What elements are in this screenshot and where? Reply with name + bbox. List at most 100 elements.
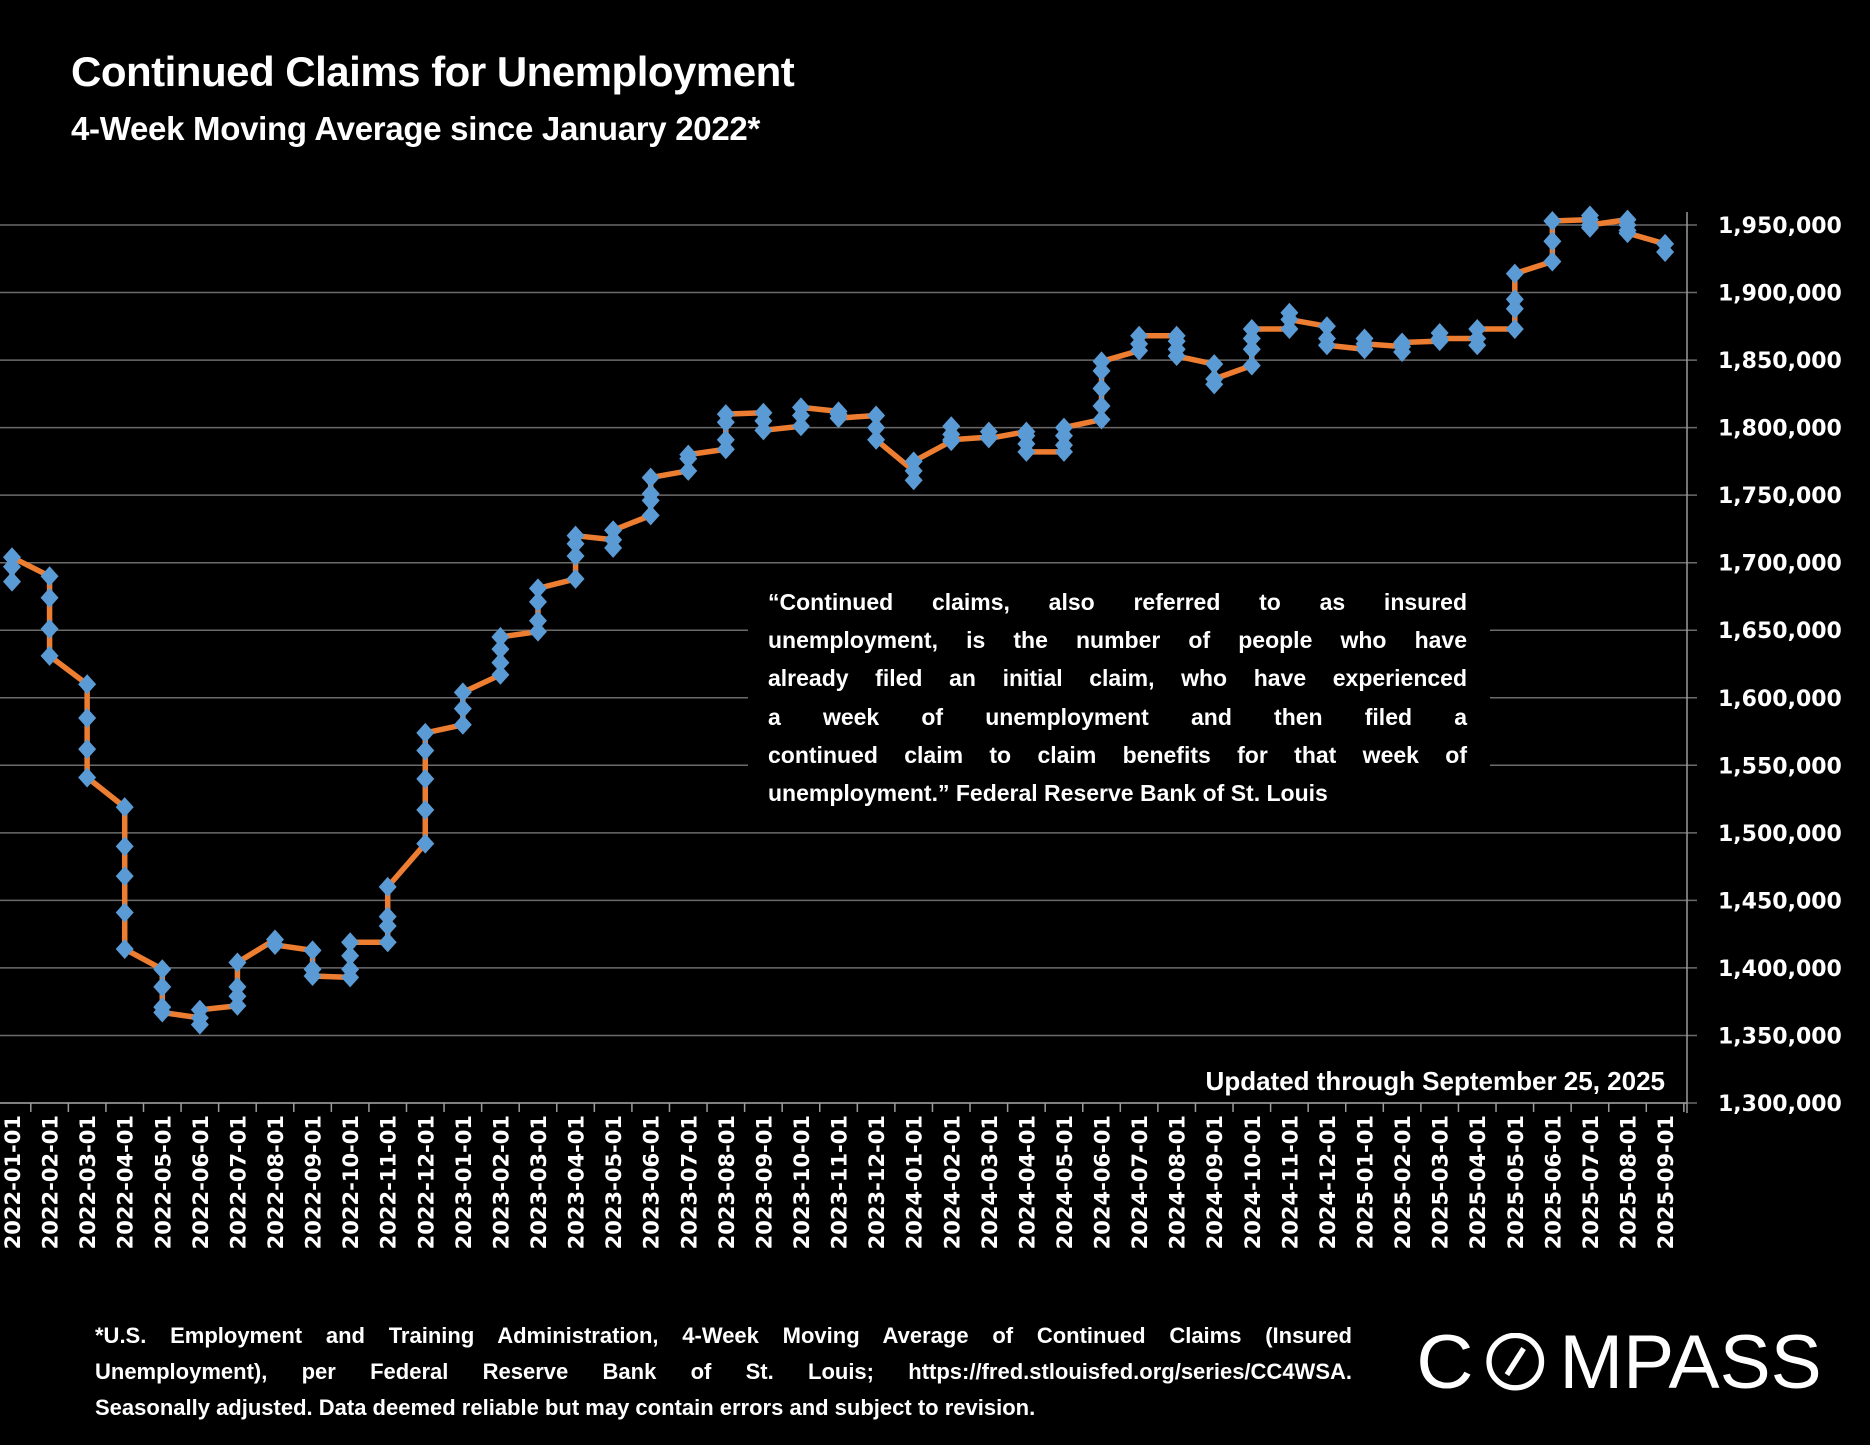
data-point-marker bbox=[1167, 346, 1186, 367]
data-point-marker bbox=[1317, 335, 1336, 356]
data-point-marker bbox=[341, 932, 360, 953]
x-tick-label: 2022-09-01 bbox=[302, 1115, 326, 1249]
data-point-marker bbox=[78, 739, 97, 760]
data-point-marker bbox=[566, 545, 585, 566]
data-point-marker bbox=[453, 698, 472, 719]
data-point-marker bbox=[1280, 309, 1299, 330]
data-point-marker bbox=[829, 408, 848, 429]
data-point-marker bbox=[115, 836, 134, 857]
data-point-marker bbox=[1130, 325, 1149, 346]
data-point-marker bbox=[904, 470, 923, 491]
data-point-marker bbox=[416, 740, 435, 761]
y-tick-label: 1,800,000 bbox=[1718, 417, 1842, 442]
data-point-marker bbox=[1430, 328, 1449, 349]
data-point-marker bbox=[604, 537, 623, 558]
x-tick-label: 2024-06-01 bbox=[1091, 1115, 1115, 1249]
svg-text:C: C bbox=[1416, 1333, 1473, 1395]
y-tick-label: 1,700,000 bbox=[1718, 552, 1842, 577]
data-point-marker bbox=[1505, 263, 1524, 284]
data-point-marker bbox=[942, 429, 961, 450]
definition-quote: “Continued claims, also referred to as i… bbox=[768, 583, 1467, 812]
chart-subtitle: 4-Week Moving Average since January 2022… bbox=[71, 110, 760, 147]
x-tick-label: 2025-09-01 bbox=[1654, 1115, 1678, 1249]
data-point-marker bbox=[453, 714, 472, 735]
x-tick-label: 2023-09-01 bbox=[752, 1115, 776, 1249]
data-point-marker bbox=[341, 945, 360, 966]
quote-line: a week of unemployment and then filed a bbox=[768, 703, 1467, 730]
x-tick-label: 2025-04-01 bbox=[1466, 1115, 1490, 1249]
data-point-marker bbox=[491, 664, 510, 685]
data-point-marker bbox=[115, 797, 134, 818]
data-point-marker bbox=[1092, 409, 1111, 430]
data-point-marker bbox=[228, 976, 247, 997]
x-tick-label: 2024-03-01 bbox=[978, 1115, 1002, 1249]
data-point-marker bbox=[78, 708, 97, 729]
y-tick-label: 1,950,000 bbox=[1718, 214, 1842, 239]
data-point-marker bbox=[528, 610, 547, 631]
x-tick-label: 2024-08-01 bbox=[1166, 1115, 1190, 1249]
footnote-line: Unemployment), per Federal Reserve Bank … bbox=[95, 1359, 1352, 1384]
x-tick-label: 2024-01-01 bbox=[903, 1115, 927, 1249]
data-point-marker bbox=[1242, 355, 1261, 376]
y-tick-label: 1,900,000 bbox=[1718, 282, 1842, 307]
data-point-marker bbox=[528, 591, 547, 612]
quote-line: unemployment.” Federal Reserve Bank of S… bbox=[768, 780, 1328, 807]
x-tick-label: 2025-07-01 bbox=[1579, 1115, 1603, 1249]
data-point-marker bbox=[228, 952, 247, 973]
data-point-marker bbox=[1543, 231, 1562, 252]
data-point-marker bbox=[491, 639, 510, 660]
x-tick-label: 2022-10-01 bbox=[339, 1115, 363, 1249]
x-tick-label: 2024-07-01 bbox=[1128, 1115, 1152, 1249]
data-point-marker bbox=[378, 876, 397, 897]
data-point-marker bbox=[416, 833, 435, 854]
x-tick-label: 2022-11-01 bbox=[377, 1115, 401, 1249]
x-tick-label: 2023-04-01 bbox=[565, 1115, 589, 1249]
x-tick-label: 2022-02-01 bbox=[39, 1115, 63, 1249]
y-tick-label: 1,600,000 bbox=[1718, 687, 1842, 712]
y-tick-label: 1,400,000 bbox=[1718, 957, 1842, 982]
x-tick-label: 2024-09-01 bbox=[1203, 1115, 1227, 1249]
x-tick-label: 2023-11-01 bbox=[828, 1115, 852, 1249]
data-point-marker bbox=[1580, 215, 1599, 235]
x-tick-label: 2024-05-01 bbox=[1053, 1115, 1077, 1249]
data-point-marker bbox=[416, 722, 435, 743]
x-tick-label: 2025-02-01 bbox=[1391, 1115, 1415, 1249]
y-tick-label: 1,300,000 bbox=[1718, 1092, 1842, 1117]
data-point-marker bbox=[341, 959, 360, 980]
data-point-marker bbox=[641, 505, 660, 526]
x-tick-label: 2024-11-01 bbox=[1278, 1115, 1302, 1249]
y-tick-label: 1,350,000 bbox=[1718, 1024, 1842, 1049]
svg-text:MPASS: MPASS bbox=[1559, 1333, 1821, 1395]
data-point-marker bbox=[40, 566, 59, 587]
updated-note: Updated through September 25, 2025 bbox=[1205, 1066, 1665, 1096]
data-point-marker bbox=[1092, 351, 1111, 372]
data-point-marker bbox=[190, 999, 209, 1020]
data-point-marker bbox=[1092, 378, 1111, 399]
x-tick-label: 2022-08-01 bbox=[264, 1115, 288, 1249]
data-point-marker bbox=[867, 417, 886, 438]
quote-line: continued claim to claim benefits for th… bbox=[768, 741, 1467, 768]
data-point-marker bbox=[115, 902, 134, 923]
x-tick-label: 2024-12-01 bbox=[1316, 1115, 1340, 1249]
data-point-marker bbox=[716, 429, 735, 450]
data-point-marker bbox=[679, 444, 698, 465]
data-point-marker bbox=[153, 976, 172, 997]
data-point-marker bbox=[754, 420, 773, 441]
data-point-marker bbox=[1242, 339, 1261, 360]
data-point-marker bbox=[303, 966, 322, 987]
x-tick-label: 2025-05-01 bbox=[1504, 1115, 1528, 1249]
x-tick-label: 2022-04-01 bbox=[114, 1115, 138, 1249]
data-point-marker bbox=[641, 483, 660, 504]
x-tick-label: 2023-01-01 bbox=[452, 1115, 476, 1249]
data-point-marker bbox=[40, 645, 59, 666]
data-point-marker bbox=[1092, 396, 1111, 417]
y-tick-label: 1,550,000 bbox=[1718, 754, 1842, 779]
footnote-line: Seasonally adjusted. Data deemed reliabl… bbox=[95, 1395, 1036, 1420]
x-tick-label: 2022-05-01 bbox=[151, 1115, 175, 1249]
data-point-marker bbox=[1317, 316, 1336, 337]
data-point-marker bbox=[1017, 441, 1036, 462]
x-tick-label: 2024-04-01 bbox=[1015, 1115, 1039, 1249]
data-point-marker bbox=[604, 520, 623, 541]
compass-logo: C MPASS bbox=[1416, 1333, 1822, 1395]
data-point-marker bbox=[641, 467, 660, 488]
